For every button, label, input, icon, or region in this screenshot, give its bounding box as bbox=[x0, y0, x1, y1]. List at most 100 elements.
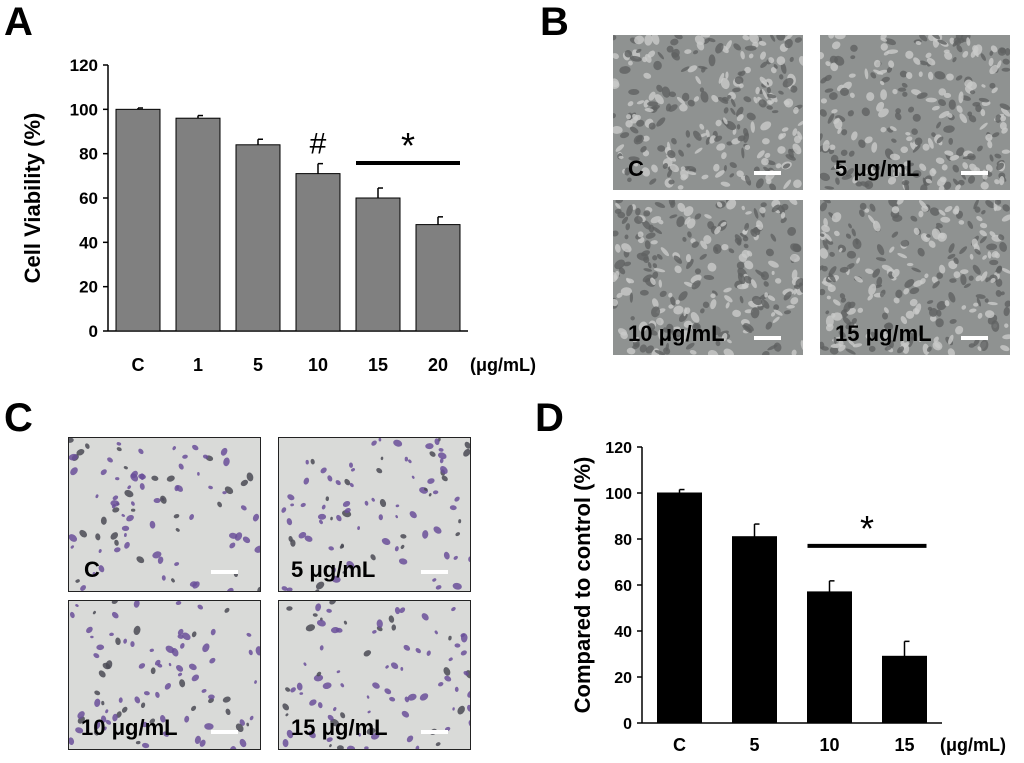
stained-cell bbox=[133, 625, 141, 636]
stained-cell bbox=[370, 733, 380, 740]
stained-cell bbox=[319, 519, 323, 525]
micrograph-label: 10 μg/mL bbox=[628, 321, 725, 346]
cell-speck bbox=[651, 35, 660, 45]
stained-cell bbox=[189, 514, 195, 520]
cell-speck bbox=[645, 232, 656, 239]
cell-speck bbox=[744, 260, 754, 270]
cell-speck bbox=[901, 82, 908, 88]
stained-cell bbox=[69, 611, 75, 619]
cell-speck bbox=[884, 38, 896, 46]
stained-cell bbox=[123, 638, 128, 644]
cell-speck bbox=[779, 132, 787, 139]
cell-speck bbox=[693, 96, 700, 102]
stained-cell bbox=[371, 440, 377, 446]
cell-speck bbox=[979, 122, 988, 130]
stained-cell bbox=[376, 468, 383, 474]
stained-cell bbox=[166, 475, 175, 482]
cell-speck bbox=[955, 35, 964, 41]
cell-speck bbox=[632, 336, 640, 343]
cell-speck bbox=[824, 233, 832, 242]
cell-speck bbox=[691, 280, 701, 290]
cell-speck bbox=[685, 342, 695, 350]
stained-cell bbox=[149, 718, 156, 724]
cell-speck bbox=[880, 43, 888, 51]
stained-cell bbox=[451, 607, 456, 612]
cell-speck bbox=[873, 59, 881, 68]
panel-letter-a: A bbox=[4, 0, 33, 44]
cell-speck bbox=[769, 183, 777, 190]
cell-speck bbox=[910, 142, 916, 151]
cell-speck bbox=[613, 53, 619, 60]
cell-speck bbox=[659, 290, 667, 298]
cell-speck bbox=[869, 169, 878, 175]
stained-cell bbox=[191, 674, 200, 682]
stained-cell bbox=[395, 515, 398, 519]
stained-cell bbox=[443, 667, 451, 676]
cell-speck bbox=[765, 248, 774, 257]
cell-speck bbox=[720, 221, 727, 227]
stained-cell bbox=[427, 478, 435, 484]
stained-cell bbox=[162, 731, 169, 737]
significance-star: * bbox=[860, 508, 874, 549]
stained-cell bbox=[303, 662, 307, 666]
cell-speck bbox=[969, 253, 974, 260]
cell-speck bbox=[797, 119, 803, 126]
cell-speck bbox=[727, 339, 732, 344]
cell-speck bbox=[791, 269, 798, 281]
stained-cell bbox=[130, 508, 136, 512]
cell-speck bbox=[776, 56, 786, 66]
cell-speck bbox=[831, 109, 838, 114]
cell-speck bbox=[715, 42, 724, 54]
cell-speck bbox=[644, 108, 654, 113]
cell-speck bbox=[669, 214, 678, 219]
cell-speck bbox=[1001, 214, 1010, 222]
stained-cell bbox=[69, 453, 78, 461]
cell-speck bbox=[775, 278, 782, 284]
cell-speck bbox=[821, 224, 830, 233]
cell-speck bbox=[981, 84, 986, 88]
cell-speck bbox=[840, 297, 847, 303]
cell-speck bbox=[905, 50, 914, 59]
cell-speck bbox=[891, 231, 899, 238]
cell-speck bbox=[904, 279, 915, 288]
cell-speck bbox=[919, 60, 928, 66]
bar bbox=[807, 591, 852, 724]
stained-cell bbox=[346, 745, 356, 749]
cell-speck bbox=[773, 309, 783, 316]
cell-speck bbox=[778, 90, 784, 95]
cell-speck bbox=[793, 288, 798, 295]
stained-cell bbox=[463, 448, 470, 457]
cell-speck bbox=[650, 277, 656, 285]
stained-cell bbox=[209, 657, 216, 664]
stained-cell bbox=[421, 613, 429, 621]
cell-speck bbox=[676, 96, 686, 105]
cell-speck bbox=[634, 216, 643, 224]
cell-speck bbox=[934, 71, 946, 80]
stained-cell bbox=[290, 687, 296, 693]
cell-texture bbox=[820, 200, 1010, 355]
stained-cell bbox=[434, 630, 438, 635]
cell-speck bbox=[703, 274, 715, 281]
cell-speck bbox=[918, 71, 923, 78]
stained-cell bbox=[177, 628, 184, 636]
cell-speck bbox=[956, 105, 963, 113]
cell-texture bbox=[613, 35, 803, 190]
stained-cell bbox=[287, 494, 295, 501]
cell-speck bbox=[743, 132, 750, 143]
cell-speck bbox=[848, 339, 856, 347]
x-tick-label: C bbox=[673, 735, 686, 755]
cell-speck bbox=[761, 157, 769, 166]
stained-cell bbox=[248, 649, 253, 656]
cell-speck bbox=[723, 348, 734, 355]
scale-bar bbox=[421, 730, 448, 734]
cell-speck bbox=[761, 299, 770, 309]
stained-cell bbox=[329, 601, 336, 605]
stained-cell bbox=[404, 456, 409, 462]
stained-cell bbox=[130, 470, 138, 479]
cell-speck bbox=[667, 141, 671, 153]
cell-speck bbox=[820, 98, 828, 104]
cell-speck bbox=[746, 112, 756, 121]
stained-cell bbox=[379, 499, 387, 508]
cell-speck bbox=[725, 120, 736, 131]
cell-speck bbox=[1004, 323, 1009, 328]
